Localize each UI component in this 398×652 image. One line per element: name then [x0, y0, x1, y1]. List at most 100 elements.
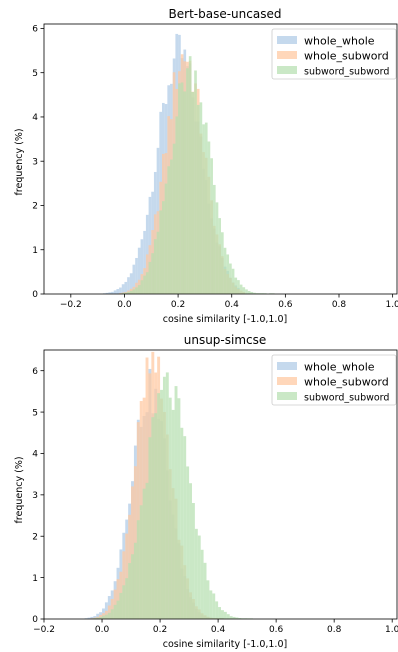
histogram-bar — [239, 284, 243, 294]
histogram-bar — [132, 264, 136, 294]
legend-box — [271, 28, 397, 80]
histogram-bar — [226, 254, 230, 294]
histogram-bar — [203, 562, 207, 619]
histogram-bar — [135, 257, 138, 294]
y-tick-label: 5 — [32, 408, 38, 418]
histogram-bar — [110, 598, 114, 619]
histogram-bar — [99, 614, 103, 619]
histogram-bar — [206, 580, 210, 619]
histogram-bar — [145, 482, 149, 619]
histogram-bar — [162, 201, 165, 294]
histogram-bars-simcse — [84, 351, 253, 619]
histogram-bar — [165, 372, 169, 619]
histogram-bar — [255, 293, 259, 294]
histogram-bar — [186, 466, 190, 619]
y-tick-label: 0 — [32, 290, 38, 300]
histogram-bar — [209, 590, 213, 619]
histogram-bar — [151, 253, 154, 294]
histogram-bar — [136, 520, 140, 619]
histogram-bar — [129, 290, 133, 294]
histogram-bar — [116, 600, 120, 619]
histogram-bar — [113, 589, 117, 619]
histogram-bar — [180, 82, 184, 295]
histogram-bar — [90, 616, 94, 619]
histogram-bar — [234, 277, 238, 294]
histogram-bar — [128, 563, 132, 619]
x-axis-label-simcse: cosine similarity [-1.0,1.0] — [163, 639, 287, 650]
histogram-bar — [104, 614, 108, 619]
histogram-bar — [108, 292, 112, 294]
histogram-bar — [135, 287, 138, 294]
axes-frame — [43, 23, 398, 295]
x-tick-label: 0.4 — [225, 300, 240, 310]
axes-frame — [43, 349, 398, 620]
histogram-bar — [119, 287, 122, 294]
histogram-bar — [207, 141, 211, 294]
histogram-bar — [162, 376, 166, 619]
histogram-bar — [229, 263, 232, 294]
histogram-bar — [159, 210, 162, 294]
x-tick-label: 1.0 — [385, 300, 398, 310]
histogram-bar — [151, 417, 155, 619]
y-tick-label: 3 — [32, 157, 38, 167]
histogram-bar — [121, 293, 125, 294]
histogram-bar — [148, 261, 152, 294]
histogram-bar — [253, 292, 256, 294]
series-subword-subword — [93, 372, 253, 619]
histogram-bar — [194, 70, 197, 294]
y-tick-label: 2 — [32, 532, 38, 542]
histogram-bar — [119, 293, 122, 294]
histogram-bar — [172, 143, 176, 294]
histogram-bar — [258, 293, 262, 294]
histogram-bar — [186, 68, 189, 294]
histogram-bar — [247, 291, 251, 294]
histogram-bar — [105, 292, 109, 294]
histogram-bar — [171, 409, 175, 619]
histogram-bar — [125, 578, 129, 619]
y-tick-label: 0 — [32, 615, 38, 625]
histogram-bar — [204, 122, 208, 294]
histogram-bar — [113, 290, 117, 294]
histogram-bar — [174, 386, 178, 619]
y-tick-label: 6 — [32, 367, 38, 377]
x-tick-label: 0.2 — [171, 300, 185, 310]
histogram-bar — [226, 614, 230, 619]
histogram-bar — [157, 393, 161, 619]
histogram-bar — [122, 585, 126, 619]
histogram-bar — [154, 413, 158, 619]
histogram-bar — [188, 56, 192, 294]
legend-box — [271, 354, 397, 406]
histogram-bar — [93, 616, 97, 619]
histogram-bar — [218, 607, 221, 619]
histogram-bar — [202, 124, 205, 294]
histogram-bar — [232, 616, 236, 619]
histogram-bar — [102, 615, 105, 619]
legend-swatch — [277, 36, 297, 44]
histogram-bar — [189, 483, 192, 619]
histogram-bar — [221, 232, 224, 294]
histogram-bar — [196, 104, 200, 294]
histogram-bar — [160, 389, 163, 619]
x-tick-label: 0.0 — [95, 625, 110, 635]
legend-label: whole_whole — [304, 35, 375, 48]
y-tick-label: 4 — [32, 113, 38, 123]
histogram-bar — [183, 91, 187, 295]
histogram-bar — [212, 593, 216, 619]
histogram-bar — [231, 268, 235, 294]
histogram-bar — [200, 549, 204, 619]
histogram-bar — [238, 618, 242, 619]
legend-simcse: whole_whole whole_subword subword_subword — [271, 354, 397, 406]
x-tick-label: 0.2 — [153, 625, 167, 635]
axes-bert: −0.2 0.0 0.2 0.4 0.6 0.8 1.0 0 1 2 3 4 5 6 — [32, 23, 398, 310]
legend-label: subword_subword — [304, 393, 389, 404]
y-axis-label-simcse: frequency (%) — [14, 456, 25, 523]
histogram-bar — [223, 611, 227, 619]
histogram-bar — [124, 281, 128, 294]
histogram-bar — [143, 275, 146, 294]
chart-title-bert: Bert-base-uncased — [169, 7, 282, 21]
histogram-bar — [87, 617, 91, 619]
histogram-bar — [107, 612, 111, 619]
histogram-bar — [107, 605, 111, 619]
